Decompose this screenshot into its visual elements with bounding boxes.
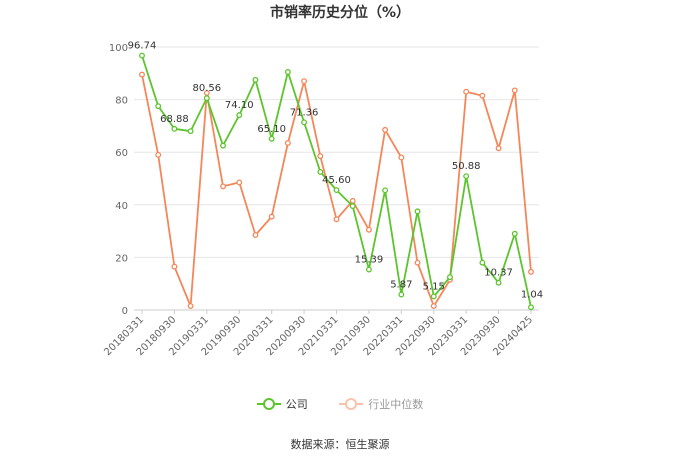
company-data-label: 10.37 [484, 268, 513, 279]
company-data-label: 80.56 [193, 83, 222, 94]
company-point[interactable] [155, 103, 162, 110]
company-point[interactable] [398, 291, 405, 298]
axis-layer: 0204060801002018033120180930201903312019… [102, 43, 539, 358]
company-data-label: 96.74 [128, 41, 157, 52]
company-data-label: 5.15 [423, 281, 445, 292]
industry-median-point[interactable] [511, 87, 518, 94]
series-layer [139, 52, 534, 311]
company-point[interactable] [171, 125, 178, 132]
company-point[interactable] [139, 52, 145, 59]
legend-label-industry-median: 行业中位数 [368, 398, 424, 411]
industry-median-point[interactable] [463, 88, 470, 95]
company-point[interactable] [252, 76, 259, 83]
company-data-label: 45.60 [322, 175, 351, 186]
legend: 公司 行业中位数 [0, 396, 680, 413]
y-tick-label: 80 [115, 96, 128, 107]
industry-median-point[interactable] [365, 226, 372, 233]
industry-median-point[interactable] [398, 154, 405, 161]
industry-median-point[interactable] [284, 140, 291, 146]
data-source-note: 数据来源：恒生聚源 [290, 438, 390, 451]
industry-median-point[interactable] [414, 259, 421, 266]
industry-median-point[interactable] [236, 179, 243, 186]
industry-median-point[interactable] [382, 126, 389, 133]
industry-median-point[interactable] [220, 183, 226, 190]
legend-item-industry-median[interactable]: 行业中位数 [339, 396, 423, 412]
company-point[interactable] [349, 203, 356, 210]
company-data-label: 74.10 [225, 100, 254, 111]
industry-median-point[interactable] [528, 268, 534, 275]
company-data-label: 15.39 [355, 255, 384, 266]
company-data-label: 1.04 [521, 289, 543, 300]
company-point[interactable] [479, 259, 486, 266]
industry-median-point[interactable] [349, 197, 356, 204]
company-point[interactable] [414, 208, 421, 215]
company-data-label: 50.88 [452, 161, 481, 172]
company-point[interactable] [365, 266, 372, 273]
industry-median-point[interactable] [479, 92, 486, 99]
industry-median-point[interactable] [333, 216, 340, 223]
chart-title: 市销率历史分位（%） [269, 5, 411, 21]
company-point[interactable] [495, 279, 502, 286]
company-point[interactable] [268, 135, 275, 142]
y-tick-label: 100 [109, 43, 128, 54]
company-point[interactable] [382, 187, 389, 194]
company-point[interactable] [463, 173, 470, 180]
company-point[interactable] [203, 95, 210, 102]
industry-median-point[interactable] [139, 71, 145, 78]
industry-median-point[interactable] [268, 213, 275, 220]
y-tick-label: 0 [122, 306, 128, 317]
company-point[interactable] [236, 112, 243, 119]
company-point[interactable] [187, 128, 194, 135]
company-point[interactable] [511, 230, 518, 237]
company-point[interactable] [430, 293, 437, 300]
y-tick-label: 20 [115, 253, 128, 264]
company-point[interactable] [284, 69, 291, 75]
grid-layer [134, 46, 539, 258]
industry-median-point[interactable] [155, 151, 162, 158]
legend-company-marker-icon [256, 398, 281, 410]
legend-item-company[interactable]: 公司 [256, 396, 308, 412]
industry-median-point[interactable] [495, 145, 502, 152]
industry-median-point[interactable] [252, 232, 259, 238]
industry-median-point[interactable] [301, 78, 308, 85]
legend-label-company: 公司 [285, 398, 308, 411]
y-tick-label: 60 [115, 148, 128, 159]
company-data-label: 5.87 [390, 280, 412, 291]
company-point[interactable] [528, 304, 534, 311]
company-data-label: 65.10 [257, 124, 286, 135]
y-tick-label: 40 [115, 201, 128, 212]
industry-median-point[interactable] [430, 303, 437, 310]
company-point[interactable] [447, 274, 453, 281]
industry-median-point[interactable] [187, 303, 194, 310]
company-point[interactable] [317, 168, 324, 175]
company-data-label: 71.36 [290, 107, 319, 118]
legend-industry-marker-icon [339, 398, 364, 410]
company-point[interactable] [333, 187, 340, 194]
company-data-label: 68.88 [160, 114, 189, 125]
industry-median-point[interactable] [171, 263, 178, 270]
industry-median-point[interactable] [317, 153, 324, 160]
company-point[interactable] [301, 119, 308, 126]
company-point[interactable] [220, 142, 226, 149]
